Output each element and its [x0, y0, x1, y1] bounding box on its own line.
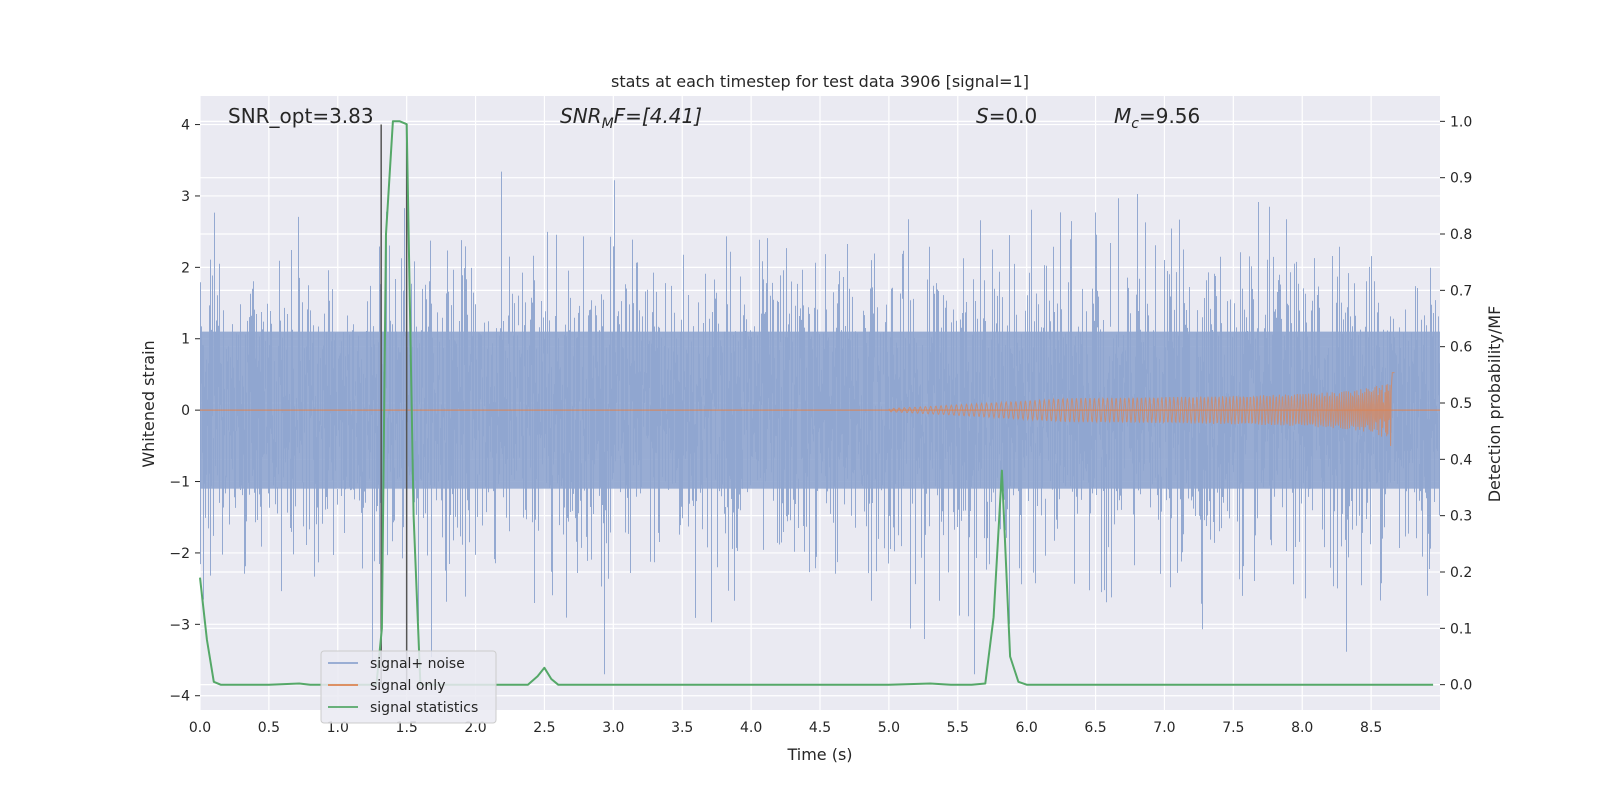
y2-tick-label: 0.3: [1450, 509, 1472, 525]
signal-chirp: [888, 372, 1395, 447]
x-tick-label: 1.5: [396, 720, 418, 736]
y2-tick-label: 0.9: [1450, 171, 1472, 187]
y-tick-label: 2: [181, 260, 190, 276]
annotation-snr-mf: SNRMF=[4.41]: [560, 104, 702, 132]
y2-tick-label: 0.1: [1450, 621, 1472, 637]
x-tick-label: 1.0: [327, 720, 349, 736]
stat-line: [199, 120, 1434, 686]
x-tick-label: 6.5: [1084, 720, 1106, 736]
x-tick-label: 2.5: [533, 720, 555, 736]
annotation-mc-base: M: [1114, 104, 1131, 128]
y2-axis-ticks: 1.0 0.9 0.8 0.7 0.6 0.5 0.4 0.3 0.2 0.1 0.0: [1440, 114, 1472, 694]
x-tick-label: 6.0: [1016, 720, 1038, 736]
annotation-mc-sub: c: [1131, 116, 1139, 132]
series-signal-statistics: [199, 120, 1434, 686]
y2-tick-label: 0.4: [1450, 452, 1472, 468]
x-axis-label: Time (s): [786, 745, 852, 764]
legend-label-stats: signal statistics: [370, 700, 478, 716]
x-tick-label: 4.5: [809, 720, 831, 736]
y2-tick-label: 1.0: [1450, 114, 1472, 130]
annotation-mc: Mc=9.56: [1114, 104, 1200, 132]
chart-title: stats at each timestep for test data 390…: [611, 72, 1029, 91]
x-tick-label: 0.0: [189, 720, 211, 736]
x-tick-label: 8.0: [1291, 720, 1313, 736]
annotation-snr-mf-sub: M: [602, 116, 614, 132]
y-axis-ticks: 4 3 2 1 0 −1 −2 −3 −4: [169, 118, 200, 705]
annotation-s-var: S: [976, 104, 989, 128]
annotation-snr-opt: SNR_opt=3.83: [228, 104, 374, 128]
x-tick-label: 5.5: [947, 720, 969, 736]
y-tick-label: 0: [181, 403, 190, 419]
annotation-mc-value: =9.56: [1139, 104, 1200, 128]
x-tick-label: 3.0: [602, 720, 624, 736]
y2-tick-label: 0.2: [1450, 565, 1472, 581]
x-axis-ticks: 0.0 0.5 1.0 1.5 2.0 2.5 3.0 3.5 4.0 4.5 5.0 5.5 6.0 6…: [189, 720, 1382, 736]
legend-label-signal: signal only: [370, 678, 445, 694]
y2-tick-label: 0.8: [1450, 227, 1472, 243]
x-tick-label: 3.5: [671, 720, 693, 736]
legend: signal+ noise signal only signal statist…: [320, 650, 497, 724]
vertical-markers: [380, 124, 408, 685]
annotation-s-value: =0.0: [989, 104, 1038, 128]
y-tick-label: −4: [169, 689, 190, 705]
x-tick-label: 4.0: [740, 720, 762, 736]
y-tick-label: −1: [169, 475, 190, 491]
y2-tick-label: 0.0: [1450, 678, 1472, 694]
x-tick-label: 8.5: [1360, 720, 1382, 736]
legend-label-noise: signal+ noise: [370, 656, 465, 672]
y2-tick-label: 0.5: [1450, 396, 1472, 412]
x-tick-label: 0.5: [258, 720, 280, 736]
x-tick-label: 5.0: [878, 720, 900, 736]
y2-tick-label: 0.6: [1450, 340, 1472, 356]
y-tick-label: −2: [169, 546, 190, 562]
y-tick-label: 4: [181, 118, 190, 134]
legend-box: [320, 650, 497, 724]
y-axis-label: Whitened strain: [139, 340, 158, 467]
y-tick-label: 1: [181, 332, 190, 348]
annotation-snr-mf-base: SNR: [560, 104, 602, 128]
annotation-snr-mf-f: F=[4.41]: [614, 104, 702, 128]
x-tick-label: 2.0: [464, 720, 486, 736]
y2-tick-label: 0.7: [1450, 283, 1472, 299]
y-tick-label: −3: [169, 617, 190, 633]
y2-axis-label: Detection probability/MF: [1485, 306, 1504, 503]
x-tick-label: 7.5: [1222, 720, 1244, 736]
annotation-s: S=0.0: [976, 104, 1037, 128]
y-tick-label: 3: [181, 189, 190, 205]
x-tick-label: 7.0: [1153, 720, 1175, 736]
